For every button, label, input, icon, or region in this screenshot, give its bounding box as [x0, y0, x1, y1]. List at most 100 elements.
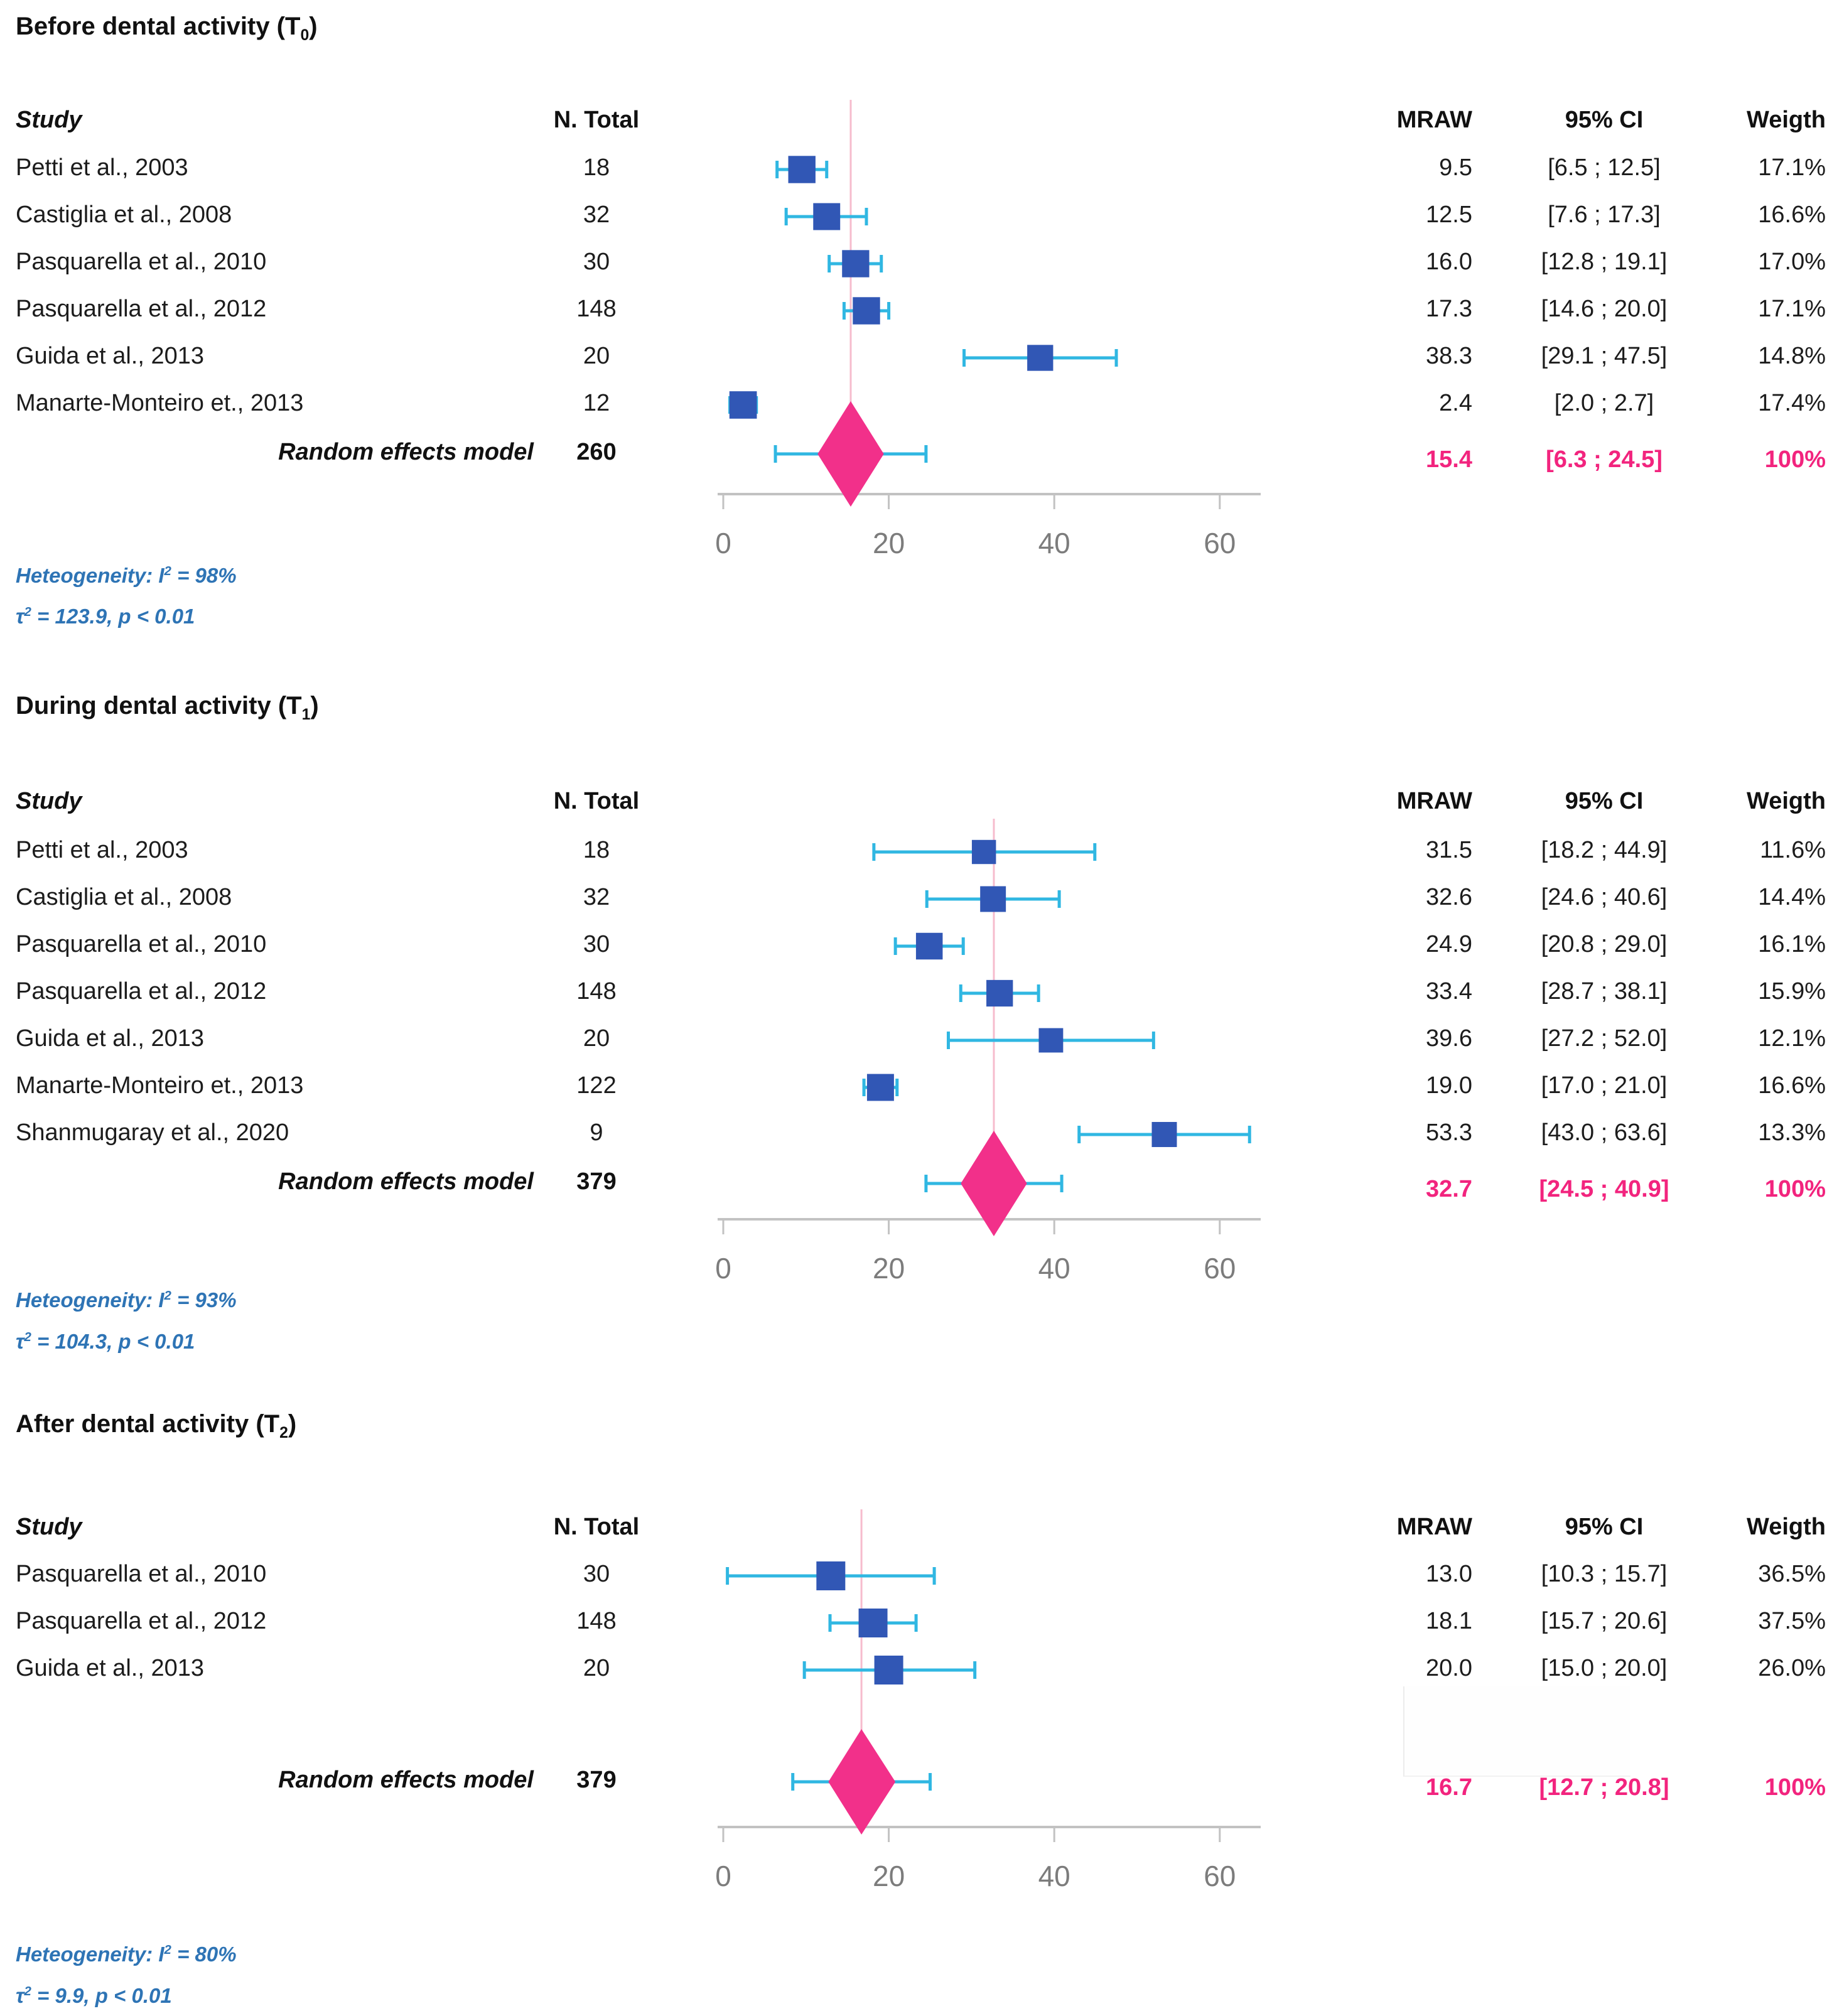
study-n: 30 [583, 249, 610, 275]
study-mraw: 12.5 [1426, 202, 1472, 228]
study-ci: [17.0 ; 21.0] [1541, 1072, 1668, 1099]
study-mraw: 9.5 [1439, 154, 1472, 181]
pooled-row-weight: 100% [1764, 1774, 1826, 1801]
study-name: Petti et al., 2003 [16, 154, 188, 181]
study-mraw: 53.3 [1426, 1119, 1472, 1146]
study-mraw: 16.0 [1426, 249, 1472, 275]
pooled-row-n: 379 [576, 1767, 617, 1793]
study-name: Pasquarella et al., 2010 [16, 1561, 267, 1587]
forest-plot-area-panel-1 [718, 100, 1261, 509]
tau-value: = 104.3, p < 0.01 [31, 1330, 195, 1353]
pooled-row-weight: 100% [1764, 1176, 1826, 1202]
study-mraw: 24.9 [1426, 931, 1472, 957]
study-name: Manarte-Monteiro et., 2013 [16, 390, 304, 416]
x-axis-tick-label: 60 [1204, 1860, 1236, 1892]
column-header-ci: 95% CI [1565, 107, 1644, 133]
x-axis-tick-label: 0 [715, 527, 731, 559]
pooled-row-weight: 100% [1764, 446, 1826, 473]
study-ci: [7.6 ; 17.3] [1548, 202, 1661, 228]
column-header-weight: Weigth [1747, 107, 1826, 133]
study-ci: [10.3 ; 15.7] [1541, 1561, 1668, 1587]
column-header-n-total: N. Total [553, 1514, 640, 1540]
erased-cell-artifact [1403, 1686, 1630, 1777]
study-name: Guida et al., 2013 [16, 343, 204, 369]
effect-square [986, 979, 1013, 1007]
x-axis-tick-label: 20 [873, 527, 905, 559]
study-weight: 26.0% [1758, 1655, 1826, 1681]
column-header-ci: 95% CI [1565, 788, 1644, 814]
study-ci: [12.8 ; 19.1] [1541, 249, 1668, 275]
column-header-n-total: N. Total [553, 107, 640, 133]
study-n: 20 [583, 1655, 610, 1681]
effect-square [813, 203, 841, 230]
heterogeneity-tau2-text: τ2 = 104.3, p < 0.01 [16, 1330, 195, 1354]
pooled-row-label: Random effects model [278, 1168, 534, 1195]
tau-prefix: τ [16, 1330, 24, 1353]
tau-superscript: 2 [24, 605, 31, 619]
study-ci: [18.2 ; 44.9] [1541, 837, 1668, 863]
study-name: Manarte-Monteiro et., 2013 [16, 1072, 304, 1099]
study-name: Pasquarella et al., 2010 [16, 931, 267, 957]
study-n: 18 [583, 837, 610, 863]
study-n: 12 [583, 390, 610, 416]
column-header-mraw: MRAW [1396, 1514, 1472, 1540]
panel-title-main: After dental activity (T [16, 1410, 280, 1438]
tau-value: = 123.9, p < 0.01 [31, 605, 195, 628]
effect-square [729, 391, 757, 419]
study-weight: 37.5% [1758, 1608, 1826, 1634]
column-header-study: Study [16, 1514, 82, 1540]
effect-square [1151, 1122, 1177, 1147]
study-n: 32 [583, 202, 610, 228]
study-mraw: 13.0 [1426, 1561, 1472, 1587]
panel-title-close: ) [309, 13, 318, 40]
study-weight: 17.0% [1758, 249, 1826, 275]
x-axis-tick-label: 40 [1038, 1860, 1070, 1892]
effect-square [980, 886, 1006, 912]
effect-square [1027, 345, 1054, 371]
panel-title: After dental activity (T2) [16, 1410, 296, 1442]
effect-square [816, 1561, 846, 1590]
column-header-mraw: MRAW [1396, 107, 1472, 133]
study-weight: 16.6% [1758, 202, 1826, 228]
tau-value: = 9.9, p < 0.01 [31, 1984, 172, 2007]
study-ci: [15.0 ; 20.0] [1541, 1655, 1668, 1681]
effect-square [915, 932, 943, 960]
panel-title-close: ) [288, 1410, 297, 1438]
column-header-weight: Weigth [1747, 1514, 1826, 1540]
effect-square [874, 1656, 903, 1684]
study-n: 148 [576, 1608, 617, 1634]
heterogeneity-superscript: 2 [164, 1288, 171, 1303]
study-weight: 16.6% [1758, 1072, 1826, 1099]
x-axis-tick-label: 20 [873, 1252, 905, 1285]
study-weight: 17.1% [1758, 296, 1826, 322]
effect-square [788, 156, 816, 183]
study-weight: 14.8% [1758, 343, 1826, 369]
x-axis-tick-label: 40 [1038, 1252, 1070, 1285]
study-n: 32 [583, 884, 610, 910]
x-axis-tick-label: 0 [715, 1252, 731, 1285]
study-mraw: 19.0 [1426, 1072, 1472, 1099]
tau-superscript: 2 [24, 1330, 31, 1344]
study-name: Castiglia et al., 2008 [16, 884, 232, 910]
heterogeneity-tau2-text: τ2 = 9.9, p < 0.01 [16, 1984, 172, 2008]
study-ci: [27.2 ; 52.0] [1541, 1025, 1668, 1052]
x-axis-tick-label: 40 [1038, 527, 1070, 559]
study-n: 30 [583, 931, 610, 957]
study-ci: [6.5 ; 12.5] [1548, 154, 1661, 181]
study-ci: [43.0 ; 63.6] [1541, 1119, 1668, 1146]
pooled-row-label: Random effects model [278, 439, 534, 465]
column-header-n-total: N. Total [553, 788, 640, 814]
study-mraw: 20.0 [1426, 1655, 1472, 1681]
study-mraw: 17.3 [1426, 296, 1472, 322]
panel-title-subscript: 0 [300, 27, 310, 44]
forest-plot-area-panel-2 [718, 819, 1261, 1236]
heterogeneity-value: = 80% [171, 1943, 237, 1966]
heterogeneity-prefix: Heteogeneity: I [16, 564, 164, 587]
pooled-row-mraw: 16.7 [1426, 1774, 1472, 1801]
effect-square [858, 1609, 888, 1637]
study-n: 9 [590, 1119, 603, 1146]
effect-square [971, 839, 996, 865]
effect-square [1038, 1028, 1064, 1053]
forest-plot-area-panel-3 [718, 1509, 1261, 1842]
tau-superscript: 2 [24, 1984, 31, 1998]
